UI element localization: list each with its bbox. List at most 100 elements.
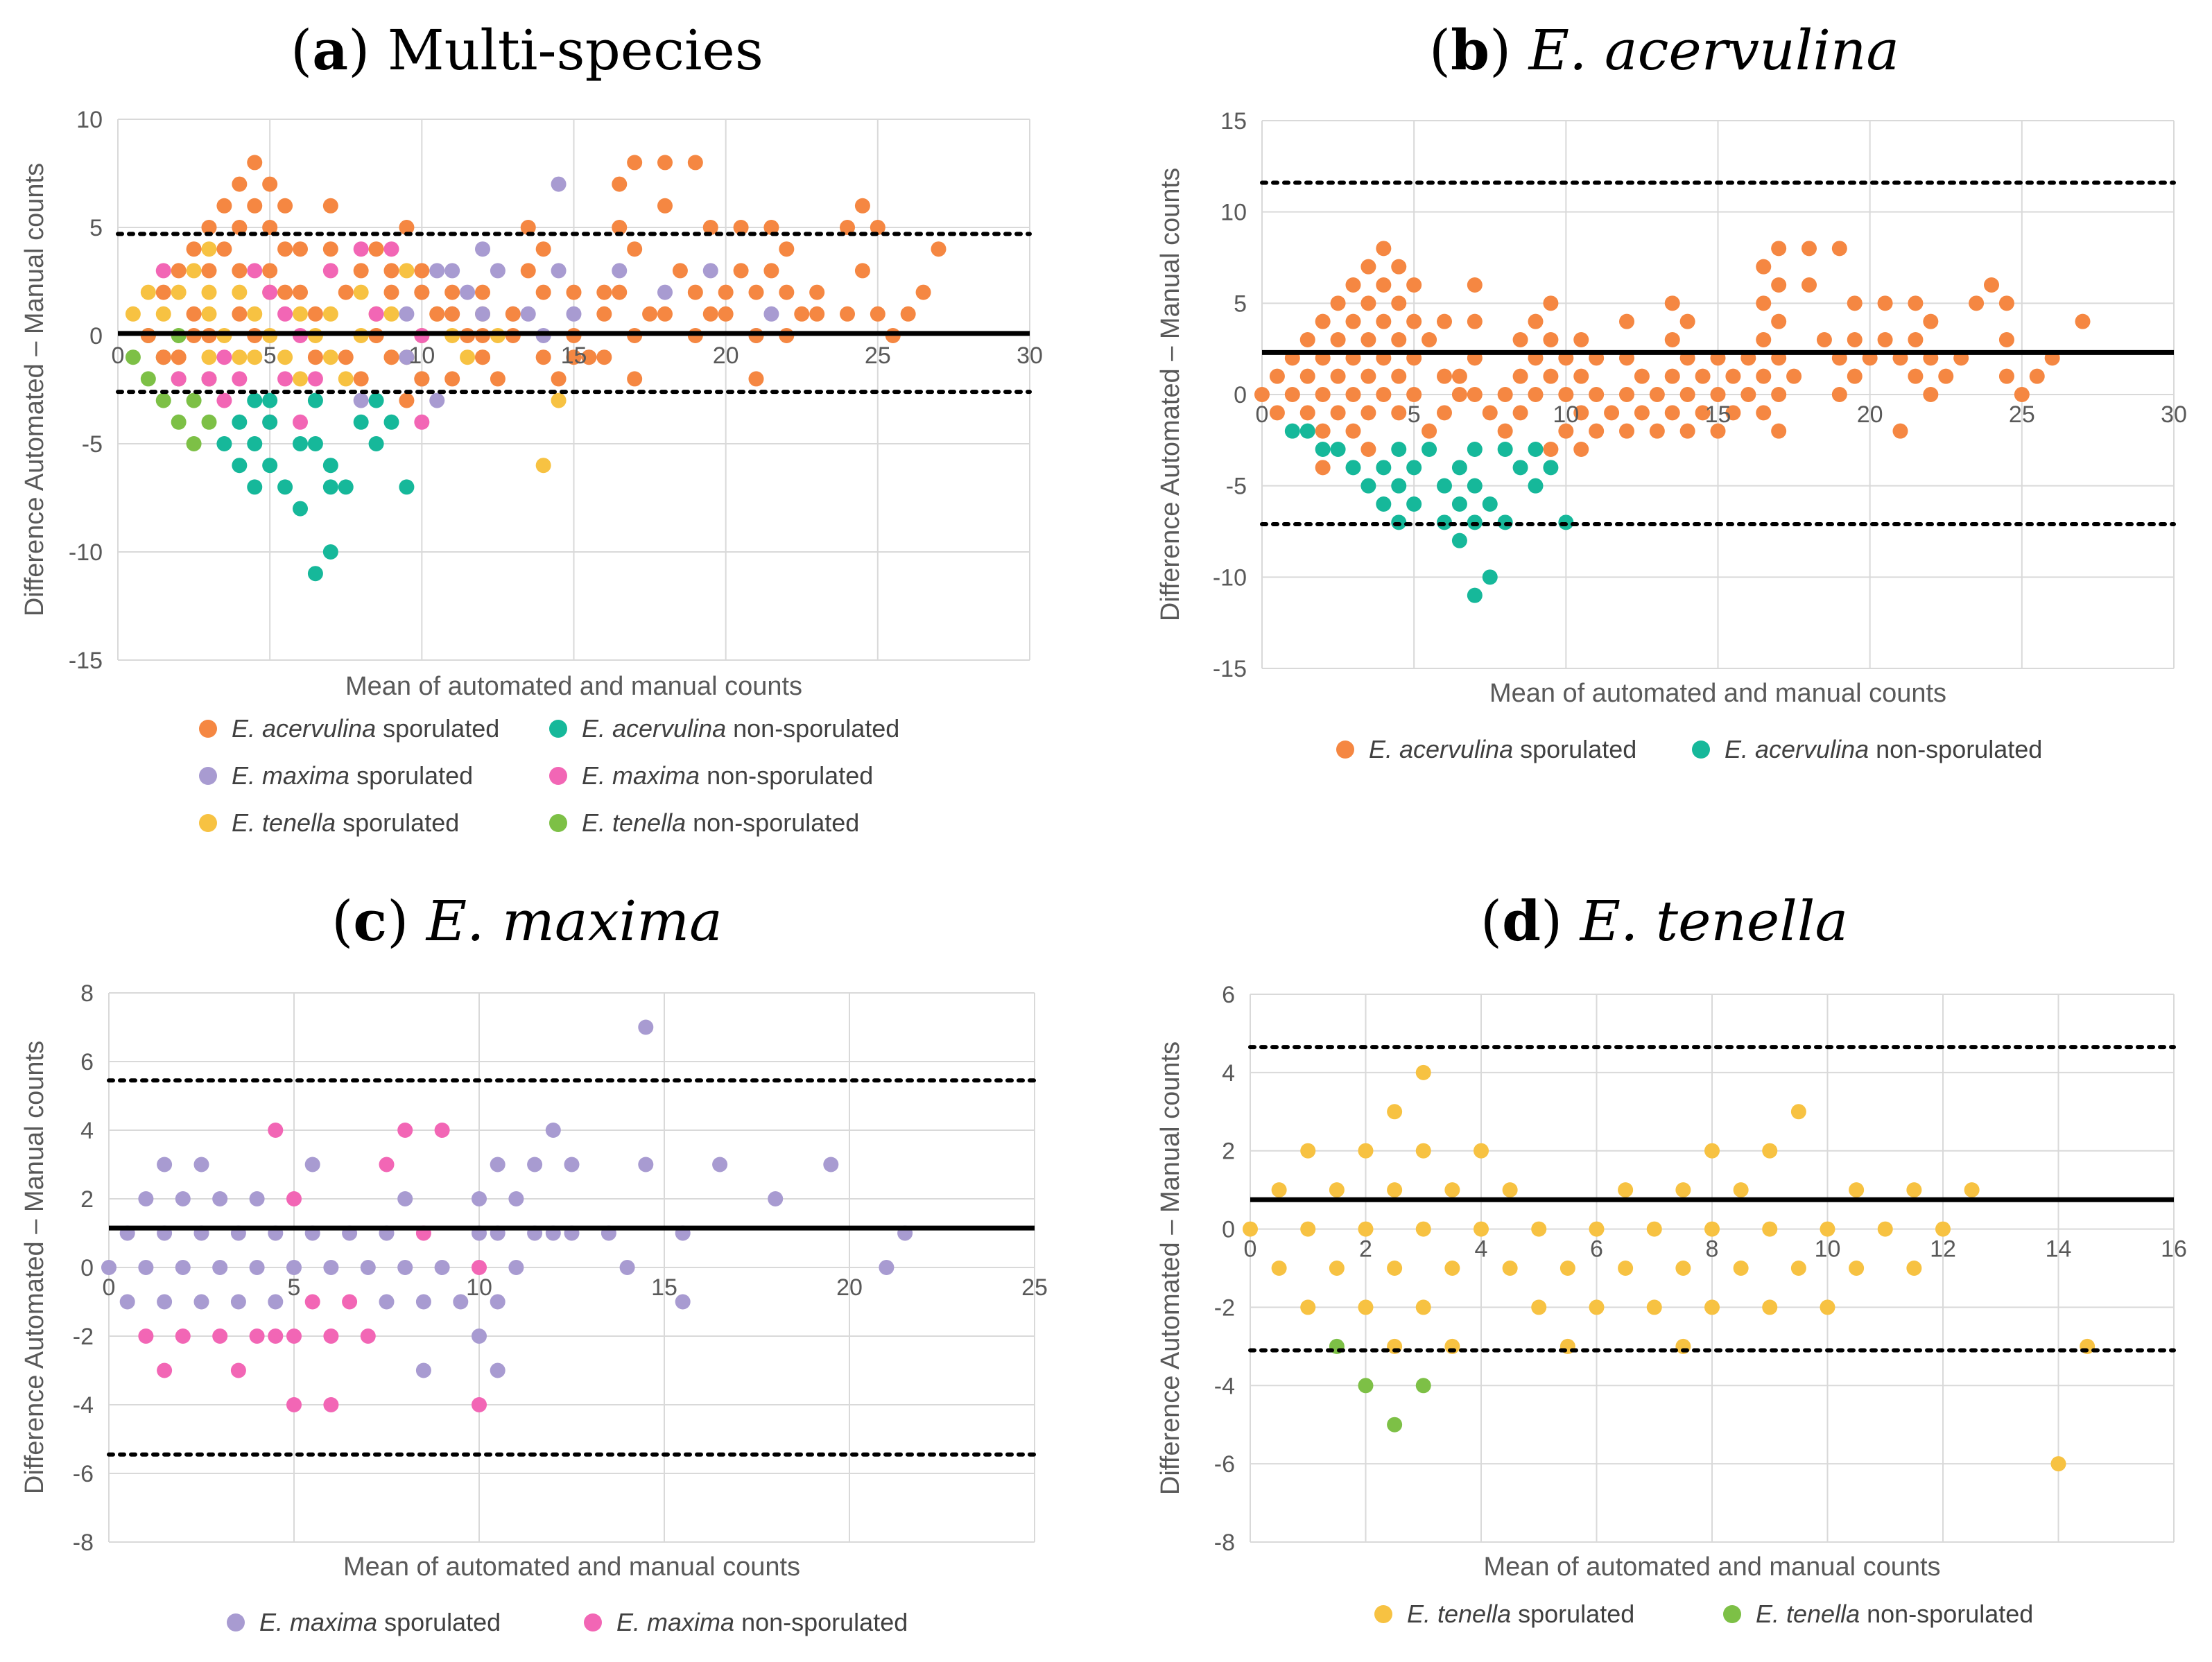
- y-tick-label: -8: [1214, 1530, 1235, 1556]
- legend-marker: [549, 720, 567, 738]
- data-point-acervulina-sporulated: [1391, 368, 1407, 384]
- data-point-acervulina-sporulated: [232, 176, 248, 192]
- data-point-acervulina-non-sporulated: [262, 392, 278, 408]
- y-tick-label: 10: [1220, 200, 1247, 226]
- data-point-maxima-sporulated: [119, 1294, 135, 1310]
- data-point-tenella-sporulated: [1531, 1299, 1547, 1315]
- data-point-tenella-non-sporulated: [1358, 1378, 1374, 1394]
- data-point-acervulina-non-sporulated: [293, 436, 308, 451]
- legend-species: E. maxima: [259, 1608, 377, 1636]
- data-point-maxima-sporulated: [157, 1157, 173, 1172]
- data-point-maxima-sporulated: [551, 176, 567, 192]
- data-point-acervulina-sporulated: [840, 220, 855, 235]
- data-point-maxima-sporulated: [453, 1294, 469, 1310]
- data-point-acervulina-sporulated: [612, 220, 628, 235]
- data-point-acervulina-non-sporulated: [1482, 496, 1498, 512]
- data-point-maxima-non-sporulated: [323, 1397, 339, 1412]
- y-tick-label: 0: [1234, 382, 1247, 408]
- data-point-acervulina-sporulated: [566, 284, 582, 300]
- data-point-acervulina-sporulated: [627, 241, 643, 257]
- data-point-tenella-sporulated: [322, 306, 338, 322]
- data-point-acervulina-sporulated: [1360, 295, 1376, 311]
- legend-species: E. acervulina: [1725, 735, 1869, 763]
- x-tick-label: 30: [2161, 401, 2187, 428]
- data-point-acervulina-non-sporulated: [1376, 496, 1392, 512]
- data-point-maxima-sporulated: [508, 1191, 524, 1206]
- data-point-acervulina-sporulated: [1512, 332, 1528, 347]
- data-point-acervulina-sporulated: [1299, 368, 1315, 384]
- data-point-maxima-sporulated: [230, 1294, 246, 1310]
- data-point-acervulina-sporulated: [444, 371, 460, 387]
- data-point-tenella-sporulated: [322, 349, 338, 365]
- data-point-acervulina-non-sporulated: [399, 479, 415, 495]
- data-point-acervulina-sporulated: [1771, 277, 1787, 293]
- chart-title-text: E. maxima: [425, 889, 723, 953]
- data-point-tenella-sporulated: [1358, 1221, 1374, 1237]
- data-point-maxima-sporulated: [472, 1191, 487, 1206]
- data-point-acervulina-non-sporulated: [353, 414, 369, 430]
- data-point-tenella-sporulated: [1415, 1299, 1431, 1315]
- data-point-maxima-sporulated: [490, 263, 506, 279]
- data-point-acervulina-sporulated: [1877, 332, 1893, 347]
- y-tick-label: -15: [1213, 656, 1247, 682]
- legend-state: non-sporulated: [733, 714, 899, 743]
- data-point-acervulina-sporulated: [1771, 387, 1787, 402]
- data-point-maxima-sporulated: [353, 392, 369, 408]
- data-point-maxima-sporulated: [397, 1260, 413, 1275]
- data-point-acervulina-sporulated: [1756, 368, 1772, 384]
- data-point-acervulina-sporulated: [1406, 313, 1422, 329]
- data-point-tenella-sporulated: [293, 306, 308, 322]
- data-point-maxima-sporulated: [429, 263, 445, 279]
- chart-title-text: E. acervulina: [1528, 18, 1899, 83]
- data-point-tenella-sporulated: [1559, 1261, 1575, 1276]
- data-point-acervulina-sporulated: [733, 263, 749, 279]
- data-point-tenella-sporulated: [1935, 1221, 1951, 1237]
- data-point-acervulina-sporulated: [277, 198, 293, 214]
- data-point-tenella-sporulated: [1762, 1299, 1778, 1315]
- data-point-maxima-non-sporulated: [383, 241, 399, 257]
- data-point-acervulina-sporulated: [1315, 423, 1331, 439]
- data-point-acervulina-sporulated: [1679, 387, 1695, 402]
- legend-label: E. maxima sporulated: [259, 1608, 501, 1636]
- data-point-acervulina-sporulated: [1512, 405, 1528, 421]
- data-point-acervulina-sporulated: [566, 349, 582, 365]
- y-tick-label: 6: [1222, 982, 1235, 1008]
- y-axis-label: Difference Automated – Manual counts: [20, 163, 49, 616]
- data-point-maxima-sporulated: [508, 1260, 524, 1275]
- legend-item: E. maxima non-sporulated: [549, 761, 873, 790]
- data-point-acervulina-sporulated: [551, 371, 567, 387]
- data-point-acervulina-sporulated: [657, 155, 673, 171]
- data-point-tenella-sporulated: [1329, 1261, 1345, 1276]
- data-point-acervulina-sporulated: [1330, 295, 1346, 311]
- legend-marker: [227, 1613, 245, 1631]
- chart-title-text: Multi-species: [388, 18, 763, 83]
- data-point-tenella-sporulated: [1358, 1299, 1374, 1315]
- data-point-acervulina-non-sporulated: [1482, 569, 1498, 585]
- data-point-acervulina-sporulated: [1376, 387, 1392, 402]
- data-point-acervulina-sporulated: [1908, 368, 1924, 384]
- legend-state: sporulated: [1518, 1600, 1634, 1628]
- data-point-maxima-non-sporulated: [216, 349, 232, 365]
- y-tick-label: -15: [69, 648, 103, 674]
- data-point-acervulina-non-sporulated: [1451, 460, 1467, 476]
- data-point-acervulina-non-sporulated: [322, 479, 338, 495]
- data-point-acervulina-sporulated: [900, 306, 916, 322]
- data-point-acervulina-sporulated: [1679, 313, 1695, 329]
- data-point-maxima-non-sporulated: [307, 371, 323, 387]
- data-point-maxima-non-sporulated: [379, 1157, 395, 1172]
- data-point-acervulina-sporulated: [307, 306, 323, 322]
- legend-item: E. acervulina sporulated: [1336, 735, 1636, 763]
- data-point-acervulina-non-sporulated: [262, 458, 278, 474]
- data-point-maxima-sporulated: [175, 1191, 191, 1206]
- data-point-tenella-sporulated: [1906, 1182, 1922, 1198]
- legend-state: sporulated: [356, 761, 473, 790]
- data-point-acervulina-non-sporulated: [1437, 478, 1452, 494]
- data-point-acervulina-sporulated: [915, 284, 931, 300]
- data-point-acervulina-sporulated: [840, 306, 855, 322]
- data-point-acervulina-sporulated: [293, 284, 308, 300]
- legend-marker: [1336, 741, 1354, 759]
- data-point-maxima-non-sporulated: [157, 1362, 173, 1378]
- data-point-acervulina-sporulated: [1908, 332, 1924, 347]
- data-point-acervulina-sporulated: [627, 155, 643, 171]
